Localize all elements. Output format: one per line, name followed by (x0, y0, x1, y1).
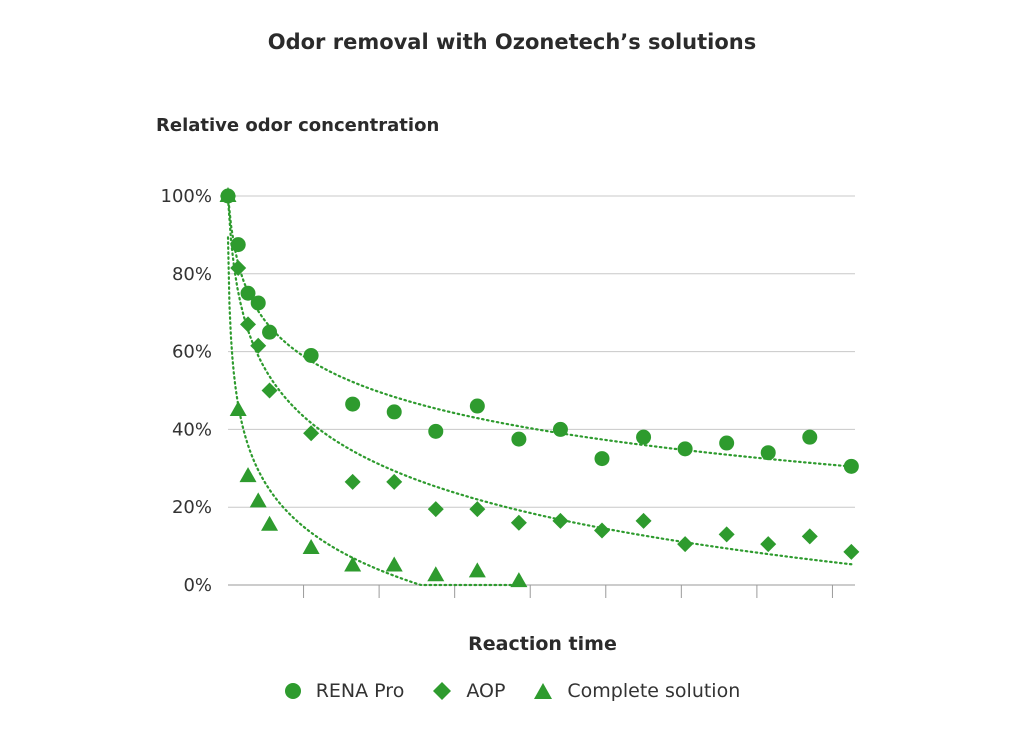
point-triangle-6 (344, 556, 362, 572)
point-triangle-3 (249, 492, 267, 508)
point-diamond-5 (303, 425, 320, 442)
point-diamond-12 (594, 522, 610, 539)
point-circle-2 (240, 285, 256, 301)
point-circle-14 (677, 441, 693, 457)
point-diamond-16 (760, 536, 777, 553)
point-triangle-7 (385, 556, 403, 572)
point-diamond-8 (427, 501, 444, 518)
trendlines (226, 194, 853, 587)
point-circle-16 (760, 445, 776, 461)
circle-marker-icon (284, 683, 301, 699)
point-diamond-6 (344, 473, 361, 490)
legend-label-rena-pro: RENA Pro (315, 680, 405, 702)
chart-title: Odor removal with Ozonetech’s solutions (267, 30, 757, 54)
trendline-series-1 (226, 197, 853, 566)
point-circle-10 (511, 431, 527, 447)
point-circle-9 (469, 398, 485, 414)
y-tick-label: 40% (172, 419, 212, 440)
point-triangle-8 (427, 566, 445, 582)
point-circle-15 (719, 435, 735, 451)
legend-label-complete-solution: Complete solution (567, 680, 741, 702)
point-diamond-14 (677, 536, 694, 553)
legend-item-aop: AOP (432, 680, 505, 702)
point-diamond-11 (552, 512, 569, 529)
x-axis (303, 585, 833, 598)
legend-item-rena-pro: RENA Pro (284, 680, 405, 702)
point-triangle-4 (261, 515, 279, 531)
y-tick-label: 100% (161, 186, 212, 207)
point-diamond-13 (635, 512, 652, 529)
point-circle-7 (386, 404, 402, 420)
y-tick-label: 0% (183, 575, 212, 596)
point-diamond-10 (510, 514, 527, 531)
trendline-series-0 (226, 194, 853, 468)
point-circle-5 (303, 347, 319, 363)
point-diamond-1 (230, 259, 247, 276)
point-triangle-0 (219, 187, 237, 202)
legend-label-aop: AOP (466, 680, 506, 702)
y-tick-label: 20% (172, 497, 212, 518)
point-circle-17 (802, 429, 818, 445)
point-diamond-18 (843, 543, 860, 560)
point-circle-13 (636, 429, 652, 445)
point-diamond-9 (469, 501, 486, 518)
point-diamond-7 (386, 473, 403, 490)
point-circle-12 (594, 451, 610, 467)
point-diamond-15 (718, 526, 735, 543)
triangle-marker-icon (534, 683, 553, 699)
point-circle-4 (262, 324, 278, 340)
data-points (219, 187, 860, 588)
point-triangle-1 (229, 400, 247, 416)
point-diamond-3 (250, 337, 267, 354)
gridlines: 0% 20% 40% 60% 80% 100% (161, 186, 855, 596)
point-circle-6 (345, 396, 361, 412)
legend-item-complete-solution: Complete solution (533, 680, 740, 702)
point-triangle-10 (510, 572, 528, 588)
point-circle-3 (250, 295, 266, 311)
legend: RENA Pro AOP Complete solution (0, 680, 1024, 702)
point-diamond-17 (801, 528, 818, 545)
diamond-marker-icon (433, 682, 452, 700)
point-circle-8 (428, 423, 444, 439)
point-circle-18 (843, 458, 859, 474)
point-circle-11 (552, 421, 568, 437)
point-circle-1 (230, 237, 246, 253)
point-triangle-5 (302, 539, 320, 555)
y-tick-label: 60% (172, 342, 212, 363)
point-triangle-2 (239, 467, 257, 483)
point-diamond-2 (240, 316, 257, 333)
point-triangle-9 (468, 562, 486, 578)
y-tick-label: 80% (172, 264, 212, 285)
trendline-series-2 (226, 236, 520, 587)
x-axis-title: Reaction time (468, 633, 617, 655)
y-axis-title: Relative odor concentration (156, 115, 440, 136)
point-diamond-4 (261, 382, 278, 399)
